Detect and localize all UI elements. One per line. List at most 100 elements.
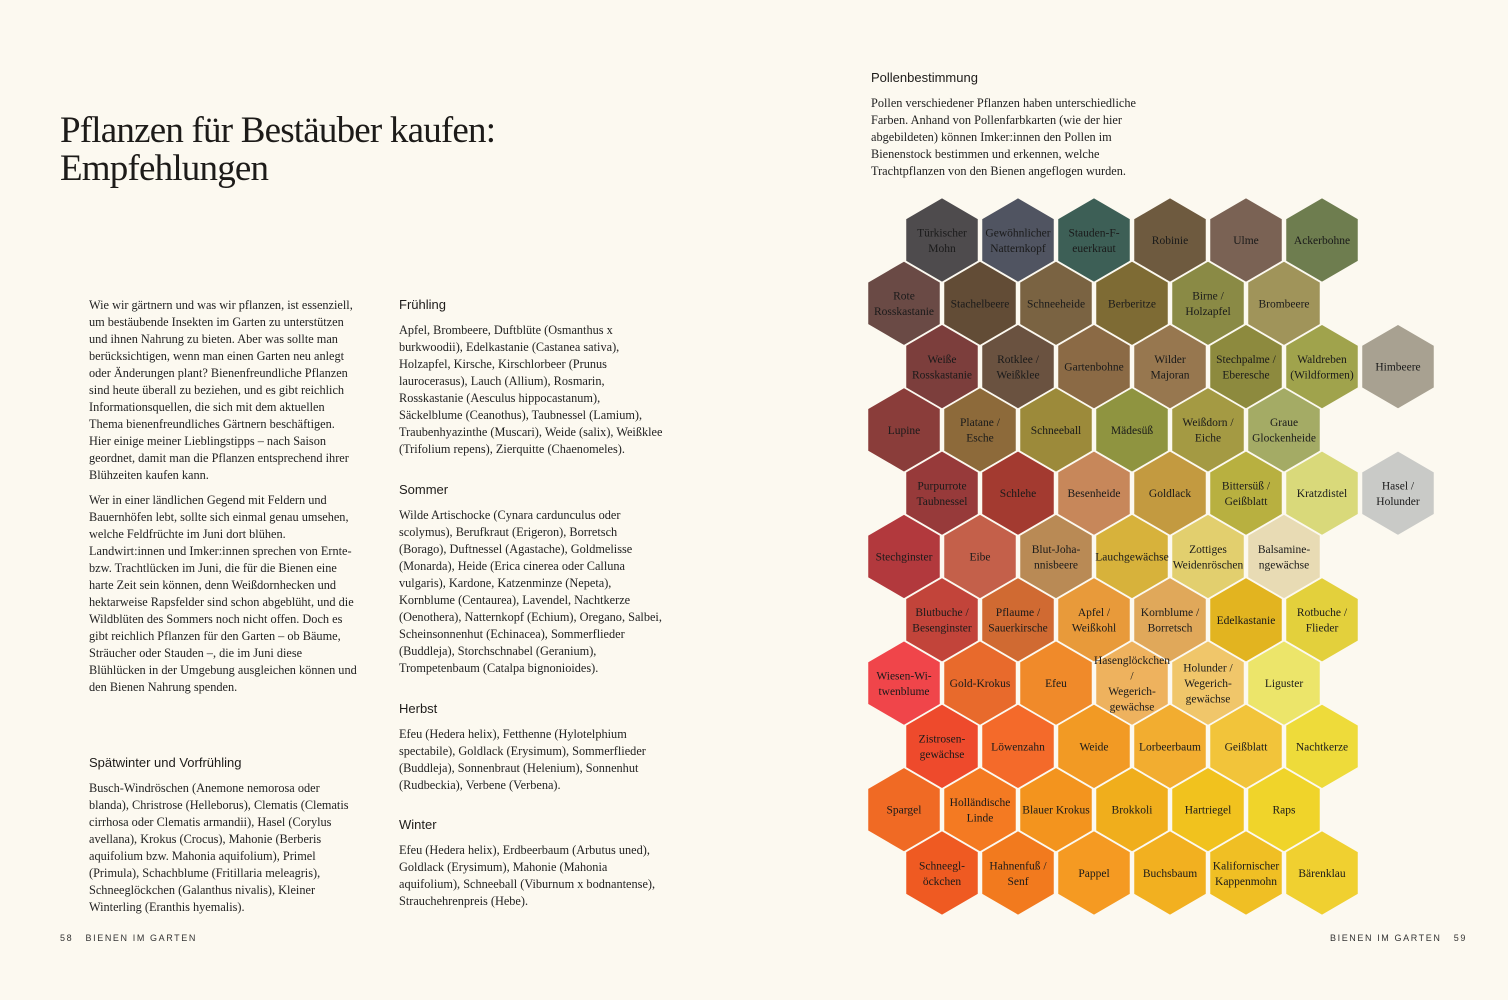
- pollen-hex-label: Bittersüß / Geißblatt: [1222, 480, 1271, 508]
- pollen-hex-label: Balsamine-ngewächse: [1258, 544, 1311, 572]
- pollen-hex-shape: [942, 513, 1018, 600]
- pollen-hex-shape: [866, 386, 942, 474]
- pollen-hex-label: Schlehe: [1000, 488, 1036, 500]
- pollen-hex-cell: Ulme: [1208, 196, 1284, 284]
- pollen-hex-cell: Raps: [1246, 766, 1322, 854]
- pollen-hex-label: Stechpalme / Eberesche: [1216, 354, 1277, 382]
- pollen-hex-cell: Rotklee / Weißklee: [980, 323, 1056, 410]
- pollen-hex-label: Weide: [1079, 741, 1108, 753]
- pollen-hex-shape: [1284, 576, 1360, 664]
- pollen-description: Pollen verschiedener Pflanzen haben unte…: [871, 96, 1136, 178]
- pollen-hex-shape: [942, 766, 1018, 854]
- footer-right: BIENEN IM GARTEN 59: [1330, 933, 1467, 943]
- pollen-hex-cell: Hasenglöckchen / Wegerich-gewächse: [1094, 639, 1170, 727]
- pollen-hex-shape: [1208, 829, 1284, 917]
- summer-text: Wilde Artischocke (Cynara cardunculus od…: [399, 508, 662, 675]
- pollen-hex-label: Ulme: [1233, 235, 1259, 247]
- pollen-hex-cell: Robinie: [1132, 196, 1208, 284]
- pollen-hex-shape: [904, 703, 980, 790]
- pollen-hex-shape: [866, 639, 942, 727]
- intro-paragraph-2: Wer in einer ländlichen Gegend mit Felde…: [89, 493, 357, 694]
- pollen-hex-label: Wiesen-Wi-twenblume: [876, 670, 931, 698]
- pollen-hex-label: Lorbeerbaum: [1139, 741, 1201, 753]
- pollen-hex-label: Berberitze: [1108, 298, 1156, 310]
- pollen-hex-label: Kornblume / Borretsch: [1141, 607, 1200, 635]
- summer-heading: Sommer: [399, 482, 449, 497]
- pollen-hex-cell: Hartriegel: [1170, 766, 1246, 854]
- pollen-hex-label: Schneeball: [1031, 425, 1081, 437]
- pollen-hex-label: Wilder Majoran: [1151, 354, 1190, 382]
- pollen-hex-shape: [1018, 766, 1094, 854]
- pollen-hex-shape: [1132, 196, 1208, 284]
- pollen-hex-label: Apfel / Weißkohl: [1072, 607, 1116, 635]
- section-late-winter: Spätwinter und Vorfrühling Busch-Windrös…: [89, 755, 359, 916]
- pollen-hex-label: Purpurrote Taubnessel: [917, 480, 968, 508]
- pollen-hex-shape: [1132, 703, 1208, 790]
- pollen-hex-label: Gold-Krokus: [950, 678, 1011, 690]
- pollen-hex-label: Lauchgewächse: [1095, 552, 1168, 564]
- pollen-hex-label: Pappel: [1078, 868, 1109, 880]
- pollen-hex-shape: [1246, 639, 1322, 727]
- pollen-hex-cell: Hasel / Holunder: [1360, 449, 1436, 537]
- pollen-hex-cell: Holunder / Wegerich-gewächse: [1170, 639, 1246, 727]
- pollen-hex-cell: Lauchgewächse: [1094, 513, 1170, 600]
- pollen-hex-shape: [1170, 259, 1246, 347]
- pollen-hex-shape: [1246, 766, 1322, 854]
- pollen-hex-shape: [1056, 449, 1132, 537]
- pollen-hex-shape: [1094, 259, 1170, 347]
- pollen-hex-cell: Kornblume / Borretsch: [1132, 576, 1208, 664]
- page-number-right: 59: [1453, 933, 1467, 943]
- section-spring: Frühling Apfel, Brombeere, Duftblüte (Os…: [399, 297, 665, 458]
- winter-text: Efeu (Hedera helix), Erdbeerbaum (Arbutu…: [399, 843, 656, 908]
- pollen-hex-shape: [866, 259, 942, 347]
- pollen-hex-cell: Schneeball: [1018, 386, 1094, 474]
- spring-heading: Frühling: [399, 297, 446, 312]
- pollen-hex-label: Hahnenfuß / Senf: [989, 860, 1047, 888]
- footer-label-right: BIENEN IM GARTEN: [1330, 933, 1442, 943]
- pollen-hex-cell: Buchsbaum: [1132, 829, 1208, 917]
- pollen-hex-cell: Brokkoli: [1094, 766, 1170, 854]
- pollen-hex-label: Efeu: [1045, 678, 1067, 690]
- pollen-hex-label: Hartriegel: [1185, 805, 1232, 817]
- pollen-hex-label: Holländische Linde: [950, 797, 1011, 825]
- pollen-hex-label: Blutbuche / Besenginster: [912, 607, 972, 635]
- pollen-hex-shape: [1360, 449, 1436, 537]
- pollen-hex-cell: Rotbuche / Flieder: [1284, 576, 1360, 664]
- pollen-hex-cell: Kalifornischer Kappenmohn: [1208, 829, 1284, 917]
- pollen-hex-shape: [980, 829, 1056, 917]
- pollen-hex-label: Goldlack: [1149, 488, 1191, 500]
- pollen-hex-label: Kalifornischer Kappenmohn: [1213, 860, 1280, 888]
- pollen-hex-cell: Gewöhnlicher Natternkopf: [980, 196, 1056, 284]
- winter-heading: Winter: [399, 817, 437, 832]
- pollen-hex-cell: Stachelbeere: [942, 259, 1018, 347]
- pollen-hex-cell: Wiesen-Wi-twenblume: [866, 639, 942, 727]
- pollen-hex-label: Schneegl-öckchen: [919, 860, 965, 888]
- pollen-hex-shape: [1246, 386, 1322, 474]
- pollen-hex-cell: Löwenzahn: [980, 703, 1056, 790]
- pollen-hex-shape: [1094, 386, 1170, 474]
- autumn-heading: Herbst: [399, 701, 438, 716]
- pollen-hex-shape: [1132, 323, 1208, 410]
- pollen-hex-cell: Berberitze: [1094, 259, 1170, 347]
- pollen-hex-shape: [1018, 639, 1094, 727]
- pollen-hex-shape: [1284, 323, 1360, 410]
- pollen-hex-cell: Blut-Joha-nnisbeere: [1018, 513, 1094, 600]
- pollen-hex-shape: [904, 829, 980, 917]
- pollen-hex-shape: [1056, 829, 1132, 917]
- pollen-hex-cell: Zottiges Weidenröschen: [1170, 513, 1246, 600]
- pollen-hex-label: Weißdorn / Eiche: [1182, 417, 1234, 445]
- pollen-hex-shape: [1284, 196, 1360, 284]
- pollen-hex-label: Nachtkerze: [1296, 741, 1348, 753]
- pollen-hex-shape: [866, 513, 942, 600]
- pollen-hex-label: Brombeere: [1258, 298, 1309, 310]
- pollen-hex-shape: [1170, 639, 1246, 727]
- pollen-hex-label: Rotklee / Weißklee: [996, 354, 1039, 382]
- pollen-hex-cell: Zistrosen-gewächse: [904, 703, 980, 790]
- pollen-hex-label: Gewöhnlicher Natternkopf: [985, 227, 1050, 255]
- pollen-hex-cell: Ackerbohne: [1284, 196, 1360, 284]
- pollen-hex-label: Stauden-F-euerkraut: [1068, 227, 1119, 255]
- pollen-hex-label: Schneeheide: [1027, 298, 1085, 310]
- pollen-hex-shape: [1208, 449, 1284, 537]
- section-autumn: Herbst Efeu (Hedera helix), Fetthenne (H…: [399, 701, 665, 794]
- pollen-hex-shape: [904, 576, 980, 664]
